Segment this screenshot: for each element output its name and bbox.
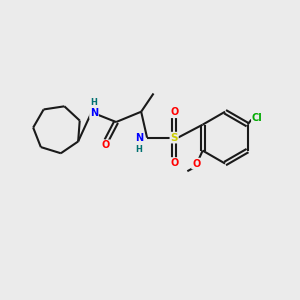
Text: Cl: Cl xyxy=(252,112,262,123)
Text: H: H xyxy=(91,98,98,106)
Text: O: O xyxy=(102,140,110,150)
Text: O: O xyxy=(192,158,200,169)
Text: S: S xyxy=(170,133,178,142)
Text: O: O xyxy=(170,107,178,117)
Text: N: N xyxy=(90,108,98,118)
Text: H: H xyxy=(135,146,142,154)
Text: O: O xyxy=(170,158,178,168)
Text: N: N xyxy=(135,133,143,143)
